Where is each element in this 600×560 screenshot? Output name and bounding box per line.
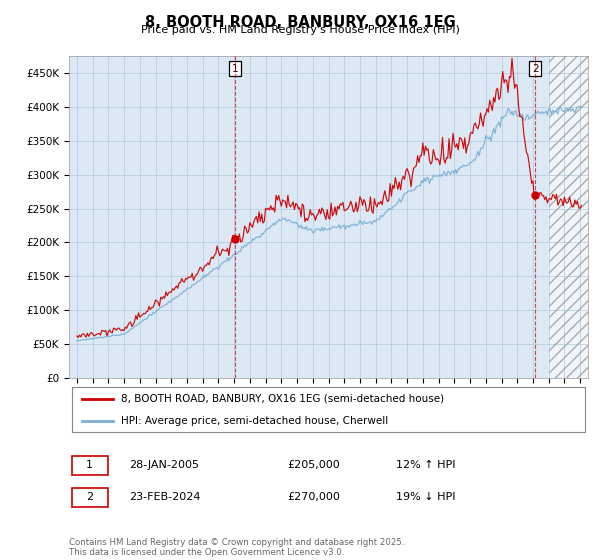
Text: 8, BOOTH ROAD, BANBURY, OX16 1EG: 8, BOOTH ROAD, BANBURY, OX16 1EG [145,15,455,30]
Text: £270,000: £270,000 [287,492,340,502]
Text: 2: 2 [532,64,539,74]
Text: HPI: Average price, semi-detached house, Cherwell: HPI: Average price, semi-detached house,… [121,416,388,426]
FancyBboxPatch shape [71,488,108,507]
Text: Contains HM Land Registry data © Crown copyright and database right 2025.
This d: Contains HM Land Registry data © Crown c… [69,538,404,557]
Text: 12% ↑ HPI: 12% ↑ HPI [396,460,455,470]
Text: Price paid vs. HM Land Registry's House Price Index (HPI): Price paid vs. HM Land Registry's House … [140,25,460,35]
Text: 1: 1 [232,64,239,74]
Text: 23-FEB-2024: 23-FEB-2024 [128,492,200,502]
Text: 8, BOOTH ROAD, BANBURY, OX16 1EG (semi-detached house): 8, BOOTH ROAD, BANBURY, OX16 1EG (semi-d… [121,394,444,404]
Text: 28-JAN-2005: 28-JAN-2005 [128,460,199,470]
Text: £205,000: £205,000 [287,460,340,470]
Text: 2: 2 [86,492,94,502]
FancyBboxPatch shape [71,456,108,475]
FancyBboxPatch shape [71,387,586,432]
Text: 1: 1 [86,460,93,470]
Bar [548,56,588,378]
Bar [548,56,588,378]
Text: 19% ↓ HPI: 19% ↓ HPI [396,492,455,502]
